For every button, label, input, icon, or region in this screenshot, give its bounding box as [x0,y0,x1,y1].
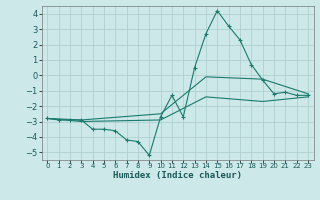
X-axis label: Humidex (Indice chaleur): Humidex (Indice chaleur) [113,171,242,180]
